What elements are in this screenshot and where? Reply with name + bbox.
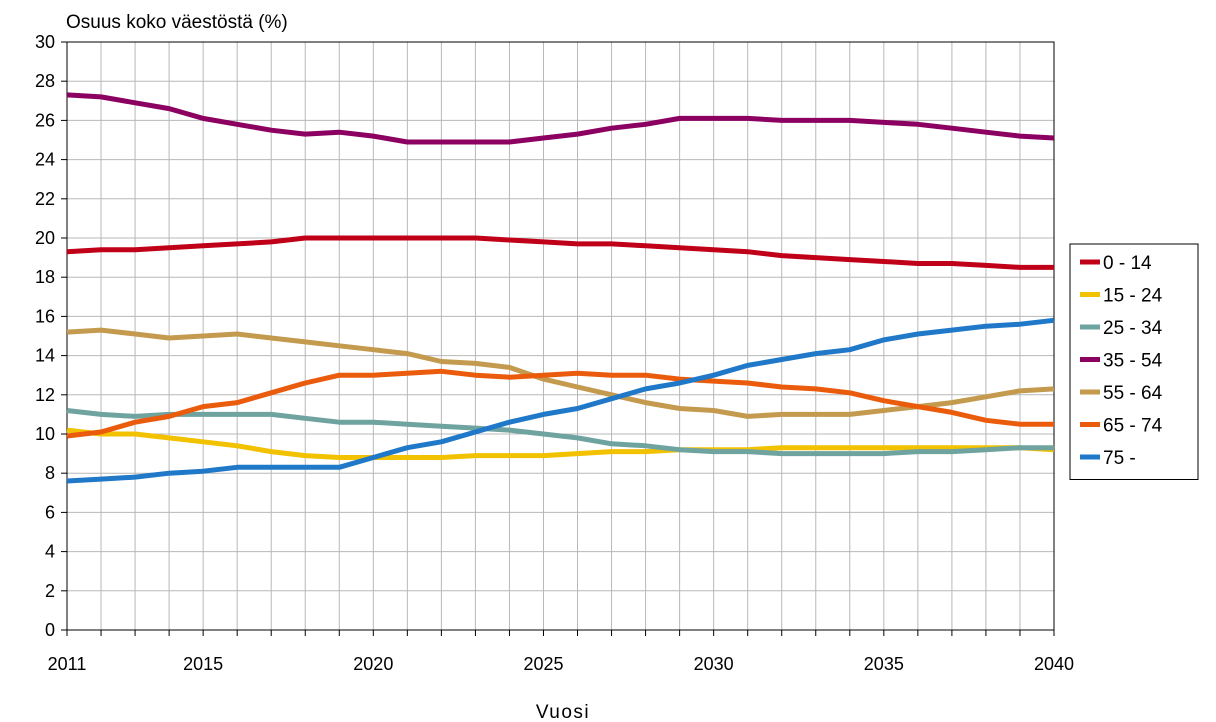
series-line xyxy=(66,408,1054,457)
series-line xyxy=(66,92,1055,145)
series-line xyxy=(66,368,1054,439)
y-tick-label: 6 xyxy=(45,502,55,522)
x-tick-label: 2015 xyxy=(183,654,223,674)
x-tick-label: 2035 xyxy=(864,654,904,674)
plot-frame xyxy=(66,41,1055,631)
legend-label: 15 - 24 xyxy=(1103,286,1163,307)
y-axis-title: Osuus koko väestöstä (%) xyxy=(66,12,288,33)
y-tick-label: 26 xyxy=(35,110,55,130)
legend: 0 - 14 15 - 24 25 - 34 35 - 54 55 - 64 65 - 7… xyxy=(1069,243,1199,480)
legend-label: 75 - xyxy=(1103,448,1136,469)
x-tick-label: 2020 xyxy=(353,654,393,674)
y-tick-label: 10 xyxy=(35,424,55,444)
series-line xyxy=(66,427,1055,460)
y-tick-label: 22 xyxy=(35,189,55,209)
y-tick-label: 30 xyxy=(35,32,55,52)
series-line xyxy=(66,235,1054,270)
y-tick-label: 12 xyxy=(35,385,55,405)
legend-label: 55 - 64 xyxy=(1103,383,1163,404)
series-lines xyxy=(66,92,1055,484)
series-line xyxy=(66,317,1055,484)
x-axis-title: Vuosi xyxy=(536,702,590,722)
x-tick-label: 2011 xyxy=(48,654,87,674)
y-tick-label: 4 xyxy=(45,542,55,562)
axis-ticks xyxy=(61,41,1055,636)
x-tick-label: 2040 xyxy=(1034,654,1074,674)
y-tick-label: 2 xyxy=(45,581,55,601)
x-tick-label: 2030 xyxy=(694,654,734,674)
legend-label: 65 - 74 xyxy=(1103,416,1163,437)
legend-label: 25 - 34 xyxy=(1103,318,1163,339)
x-tick-label: 2025 xyxy=(523,654,563,674)
y-tick-label: 0 xyxy=(45,620,55,640)
legend-label: 35 - 54 xyxy=(1103,351,1163,372)
y-tick-label: 8 xyxy=(45,463,55,483)
x-axis-tick-labels: 2011 2015 2020 2025 2030 2035 2040 xyxy=(48,654,1074,674)
series-line xyxy=(66,327,1055,419)
y-tick-label: 28 xyxy=(35,71,55,91)
y-tick-label: 20 xyxy=(35,228,55,248)
y-tick-label: 18 xyxy=(35,267,55,287)
y-tick-label: 16 xyxy=(35,306,55,326)
legend-label: 0 - 14 xyxy=(1103,253,1152,274)
y-tick-label: 24 xyxy=(35,150,55,170)
y-tick-label: 14 xyxy=(35,346,55,366)
